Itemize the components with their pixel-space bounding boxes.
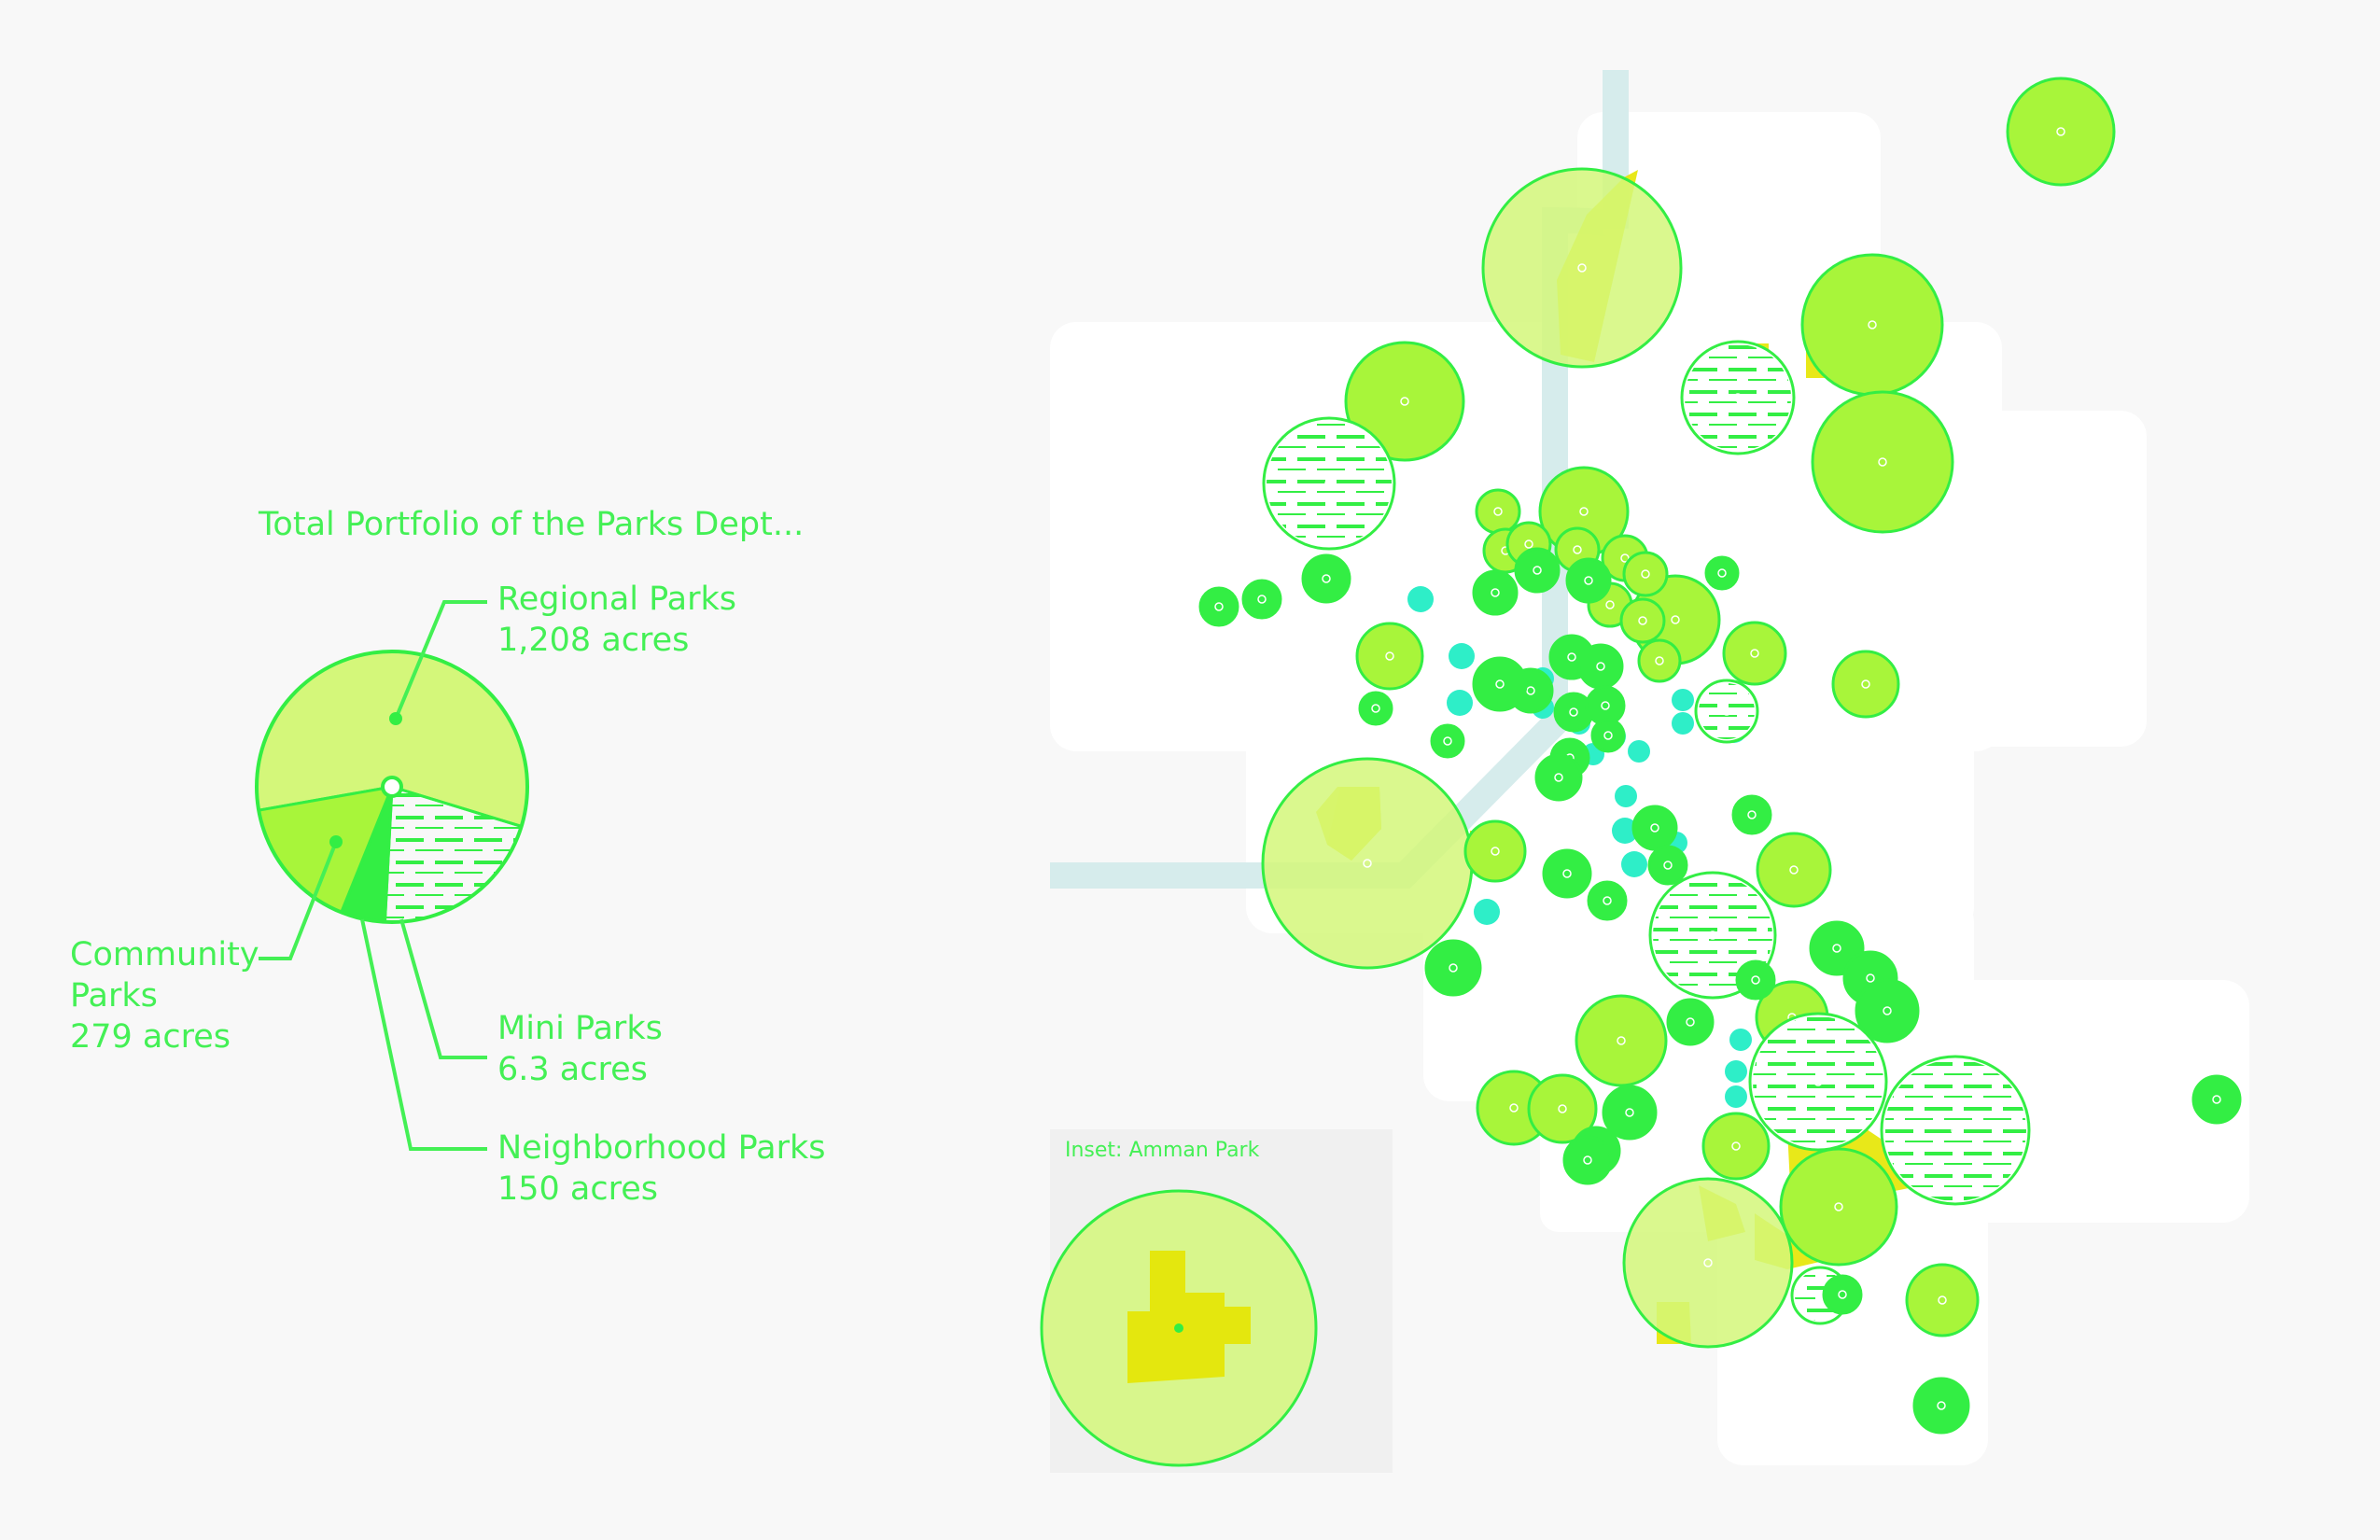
cyan-park-8 [1628, 740, 1650, 763]
community-park-1 [1344, 341, 1465, 462]
neighborhood-park-4 [1748, 1012, 1888, 1152]
mini-park-17 [1430, 723, 1465, 759]
neighborhood-park-5 [1880, 1055, 2031, 1206]
mini-park-33 [1822, 1274, 1863, 1315]
regional-parks-name: Regional Parks [497, 581, 736, 618]
mini-park-19 [1631, 805, 1678, 851]
inset-title: Inset: Amman Park [1065, 1139, 1260, 1162]
community-parks-name-2: Parks [70, 977, 158, 1015]
mini-park-6 [1565, 557, 1612, 604]
cyan-park-19 [1725, 1085, 1747, 1108]
community-park-11 [1779, 1147, 1898, 1267]
cyan-park-13 [1672, 689, 1694, 711]
amman-park-parcel [1127, 1251, 1251, 1383]
mini-park-3 [1358, 691, 1393, 726]
mini-park-20 [1647, 845, 1688, 886]
mini-park-2 [1301, 553, 1351, 604]
mini-park-32 [1912, 1377, 1970, 1435]
regional-parks-label: Regional Parks 1,208 acres [497, 579, 736, 661]
neighborhood-park-0 [1262, 416, 1396, 551]
neighborhood-parks-name: Neighborhood Parks [497, 1129, 826, 1167]
leader-dots [329, 712, 402, 848]
parks-layer [1040, 77, 2242, 1467]
community-park-16 [1722, 621, 1787, 686]
cyan-park-14 [1672, 712, 1694, 735]
amman-park-center [1174, 1323, 1183, 1333]
community-park-8 [1575, 994, 1668, 1087]
mini-park-22 [1587, 880, 1628, 921]
community-park-6 [1355, 622, 1424, 691]
mini-park-0 [1198, 586, 1239, 627]
portfolio-pie [255, 650, 529, 924]
mini-park-18 [1731, 794, 1772, 835]
portfolio-title: Total Portfolio of the Parks Dept... [259, 506, 805, 543]
mini-park-30 [1562, 1135, 1613, 1185]
community-park-13 [1905, 1263, 1980, 1337]
community-parks-name-1: Community [70, 936, 259, 973]
mini-parks-name: Mini Parks [497, 1010, 663, 1047]
regional-park-1 [1261, 757, 1474, 970]
community-park-17 [1756, 832, 1832, 908]
cyan-park-2 [1447, 690, 1473, 716]
leader-lines [259, 600, 487, 1151]
mini-park-31 [2191, 1074, 2242, 1125]
regional-parks-acres: 1,208 acres [497, 622, 690, 659]
mini-park-29 [1602, 1085, 1658, 1141]
mini-park-5 [1514, 547, 1561, 594]
community-park-15 [1831, 650, 1900, 719]
neighborhood-park-1 [1680, 340, 1796, 455]
mini-park-4 [1472, 569, 1519, 616]
regional-park-0 [1481, 167, 1683, 369]
mini-park-34 [1735, 959, 1776, 1001]
pie-center-marker [381, 776, 403, 798]
neighborhood-park-2 [1694, 679, 1759, 744]
mini-park-11 [1472, 656, 1528, 712]
neighborhood-parks-acres: 150 acres [497, 1170, 659, 1208]
cyan-park-1 [1449, 643, 1475, 669]
mini-park-13 [1585, 685, 1626, 726]
cyan-park-0 [1407, 586, 1434, 612]
community-park-24 [1622, 551, 1669, 597]
cyan-park-9 [1615, 785, 1637, 807]
cyan-park-16 [1474, 899, 1500, 925]
community-park-14 [1637, 638, 1682, 683]
mini-park-7 [1704, 555, 1740, 591]
community-park-12 [1701, 1112, 1771, 1181]
mini-park-21 [1542, 848, 1592, 899]
mini-park-1 [1241, 579, 1282, 620]
cyan-park-10 [1612, 818, 1638, 844]
mini-park-14 [1590, 718, 1626, 753]
community-park-18 [1463, 819, 1527, 883]
cyan-park-11 [1621, 851, 1647, 877]
cyan-park-17 [1729, 1029, 1752, 1051]
community-park-2 [1800, 253, 1944, 397]
community-park-10 [1527, 1073, 1598, 1144]
neighborhood-parks-label: Neighborhood Parks 150 acres [497, 1127, 825, 1210]
mini-park-27 [1855, 978, 1920, 1043]
community-park-3 [1811, 390, 1954, 534]
mini-parks-acres: 6.3 acres [497, 1051, 648, 1088]
mini-park-16 [1534, 753, 1583, 802]
mini-park-23 [1424, 939, 1482, 997]
community-park-0 [2006, 77, 2116, 187]
mini-park-24 [1666, 998, 1715, 1046]
mini-parks-label: Mini Parks 6.3 acres [497, 1008, 663, 1090]
community-parks-acres: 279 acres [70, 1018, 231, 1056]
mini-park-9 [1577, 643, 1624, 690]
community-park-26 [1619, 597, 1666, 644]
community-park-19 [1475, 488, 1521, 535]
cyan-park-18 [1725, 1060, 1747, 1083]
regional-park-2 [1622, 1177, 1794, 1349]
community-parks-label: Community Parks 279 acres [70, 934, 259, 1057]
